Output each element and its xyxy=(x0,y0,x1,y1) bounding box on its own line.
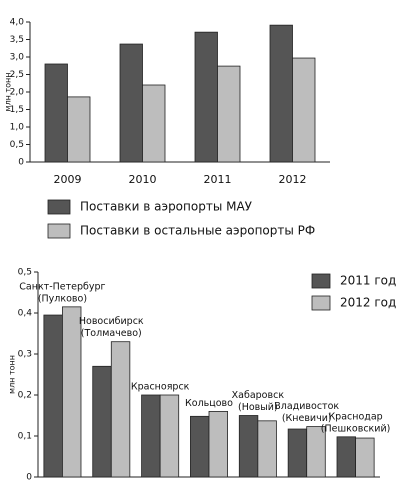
bar xyxy=(194,31,218,163)
bar xyxy=(269,24,293,163)
y-tick-label: 0,3 xyxy=(18,350,32,360)
bar xyxy=(190,415,210,478)
bar xyxy=(62,306,82,478)
category-label: 2010 xyxy=(129,173,157,186)
bar xyxy=(217,65,241,163)
y-tick-label: 2,0 xyxy=(10,88,25,98)
y-axis-label: млн тонн xyxy=(8,355,17,394)
y-tick-label: 0 xyxy=(26,473,32,482)
y-tick-label: 2,5 xyxy=(10,70,24,80)
y-tick-label: 0,4 xyxy=(18,309,33,319)
category-label: Санкт-Петербург xyxy=(19,281,105,292)
legend-label: 2011 год xyxy=(340,274,396,288)
category-label: (Пешковский) xyxy=(321,423,391,434)
y-tick-label: 0,1 xyxy=(18,432,32,442)
bar xyxy=(287,428,308,478)
legend-swatch xyxy=(311,295,331,311)
y-tick-label: 3,5 xyxy=(10,35,24,45)
bar xyxy=(43,314,63,478)
category-label: Новосибирск xyxy=(79,316,144,327)
y-tick-label: 3,0 xyxy=(10,53,25,63)
bar xyxy=(141,394,161,478)
category-label: Краснодар xyxy=(328,411,382,422)
bar xyxy=(159,394,180,478)
bar xyxy=(336,436,356,478)
bar xyxy=(67,96,91,163)
bar xyxy=(142,84,166,163)
bar xyxy=(110,341,131,478)
category-label: 2009 xyxy=(54,173,82,186)
legend-label: Поставки в аэропорты МАУ xyxy=(80,200,253,214)
category-label: Красноярск xyxy=(131,382,190,393)
bar xyxy=(306,426,326,478)
bar xyxy=(44,63,68,163)
legend-swatch xyxy=(47,223,71,239)
category-label: 2012 xyxy=(279,173,307,186)
bar xyxy=(208,410,228,478)
category-label: (Пулково) xyxy=(38,293,87,304)
y-tick-label: 4,0 xyxy=(10,18,25,28)
category-label: 2011 xyxy=(204,173,232,186)
bar xyxy=(257,420,277,478)
bar xyxy=(92,365,112,478)
bar xyxy=(238,415,259,478)
legend-swatch xyxy=(47,199,71,215)
category-label: (Толмачево) xyxy=(81,328,142,339)
category-label: Владивосток xyxy=(274,401,339,412)
legend-swatch xyxy=(311,273,331,289)
bar xyxy=(355,437,375,478)
category-label: (Кневичи) xyxy=(282,413,332,424)
category-label: Кольцово xyxy=(185,398,233,409)
y-tick-label: 0 xyxy=(18,158,24,168)
y-tick-label: 0,2 xyxy=(18,391,32,401)
y-tick-label: 1,0 xyxy=(10,123,25,133)
y-tick-label: 0,5 xyxy=(10,140,24,150)
legend-label: 2012 год xyxy=(340,296,396,310)
category-label: Хабаровск xyxy=(232,390,285,401)
legend-label: Поставки в остальные аэропорты РФ xyxy=(80,224,315,238)
y-tick-label: 0,5 xyxy=(18,268,32,278)
y-axis-label: млн тонн xyxy=(4,73,13,112)
category-label: (Новый) xyxy=(238,402,278,413)
bar xyxy=(119,43,143,163)
bar xyxy=(292,57,316,163)
y-tick-label: 1,5 xyxy=(10,105,24,115)
